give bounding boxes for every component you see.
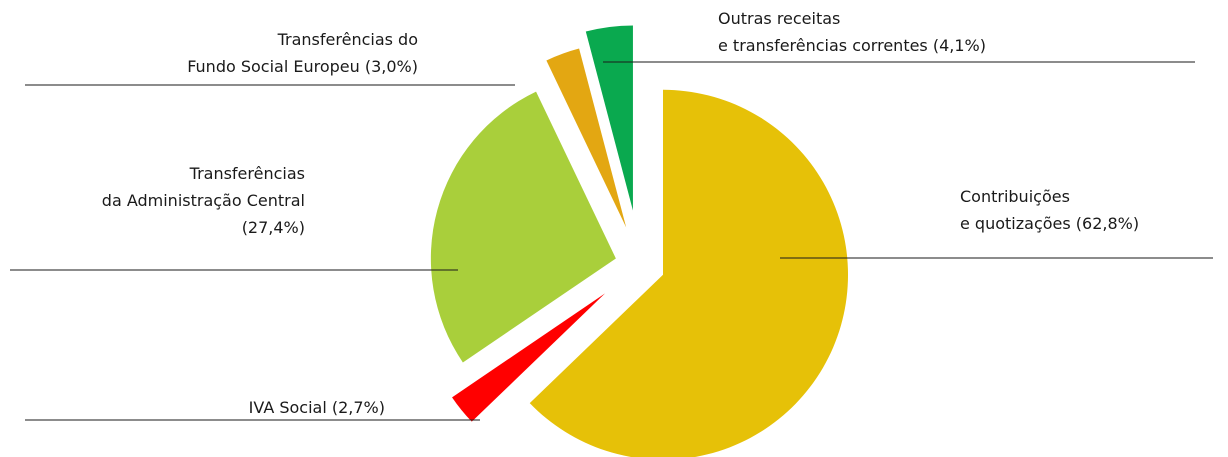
pie-slice [585, 25, 633, 211]
slice-label: Transferências do Fundo Social Europeu (… [187, 30, 418, 76]
slice-label: Outras receitas e transferências corrent… [718, 9, 986, 55]
pie-slice [430, 91, 616, 363]
pie-slice [529, 89, 849, 457]
slice-label: Transferências da Administração Central … [101, 164, 305, 237]
slice-label: Contribuições e quotizações (62,8%) [960, 187, 1140, 233]
pie-slice [546, 48, 627, 228]
slice-label: IVA Social (2,7%) [248, 398, 385, 417]
pie-slice [452, 293, 606, 422]
